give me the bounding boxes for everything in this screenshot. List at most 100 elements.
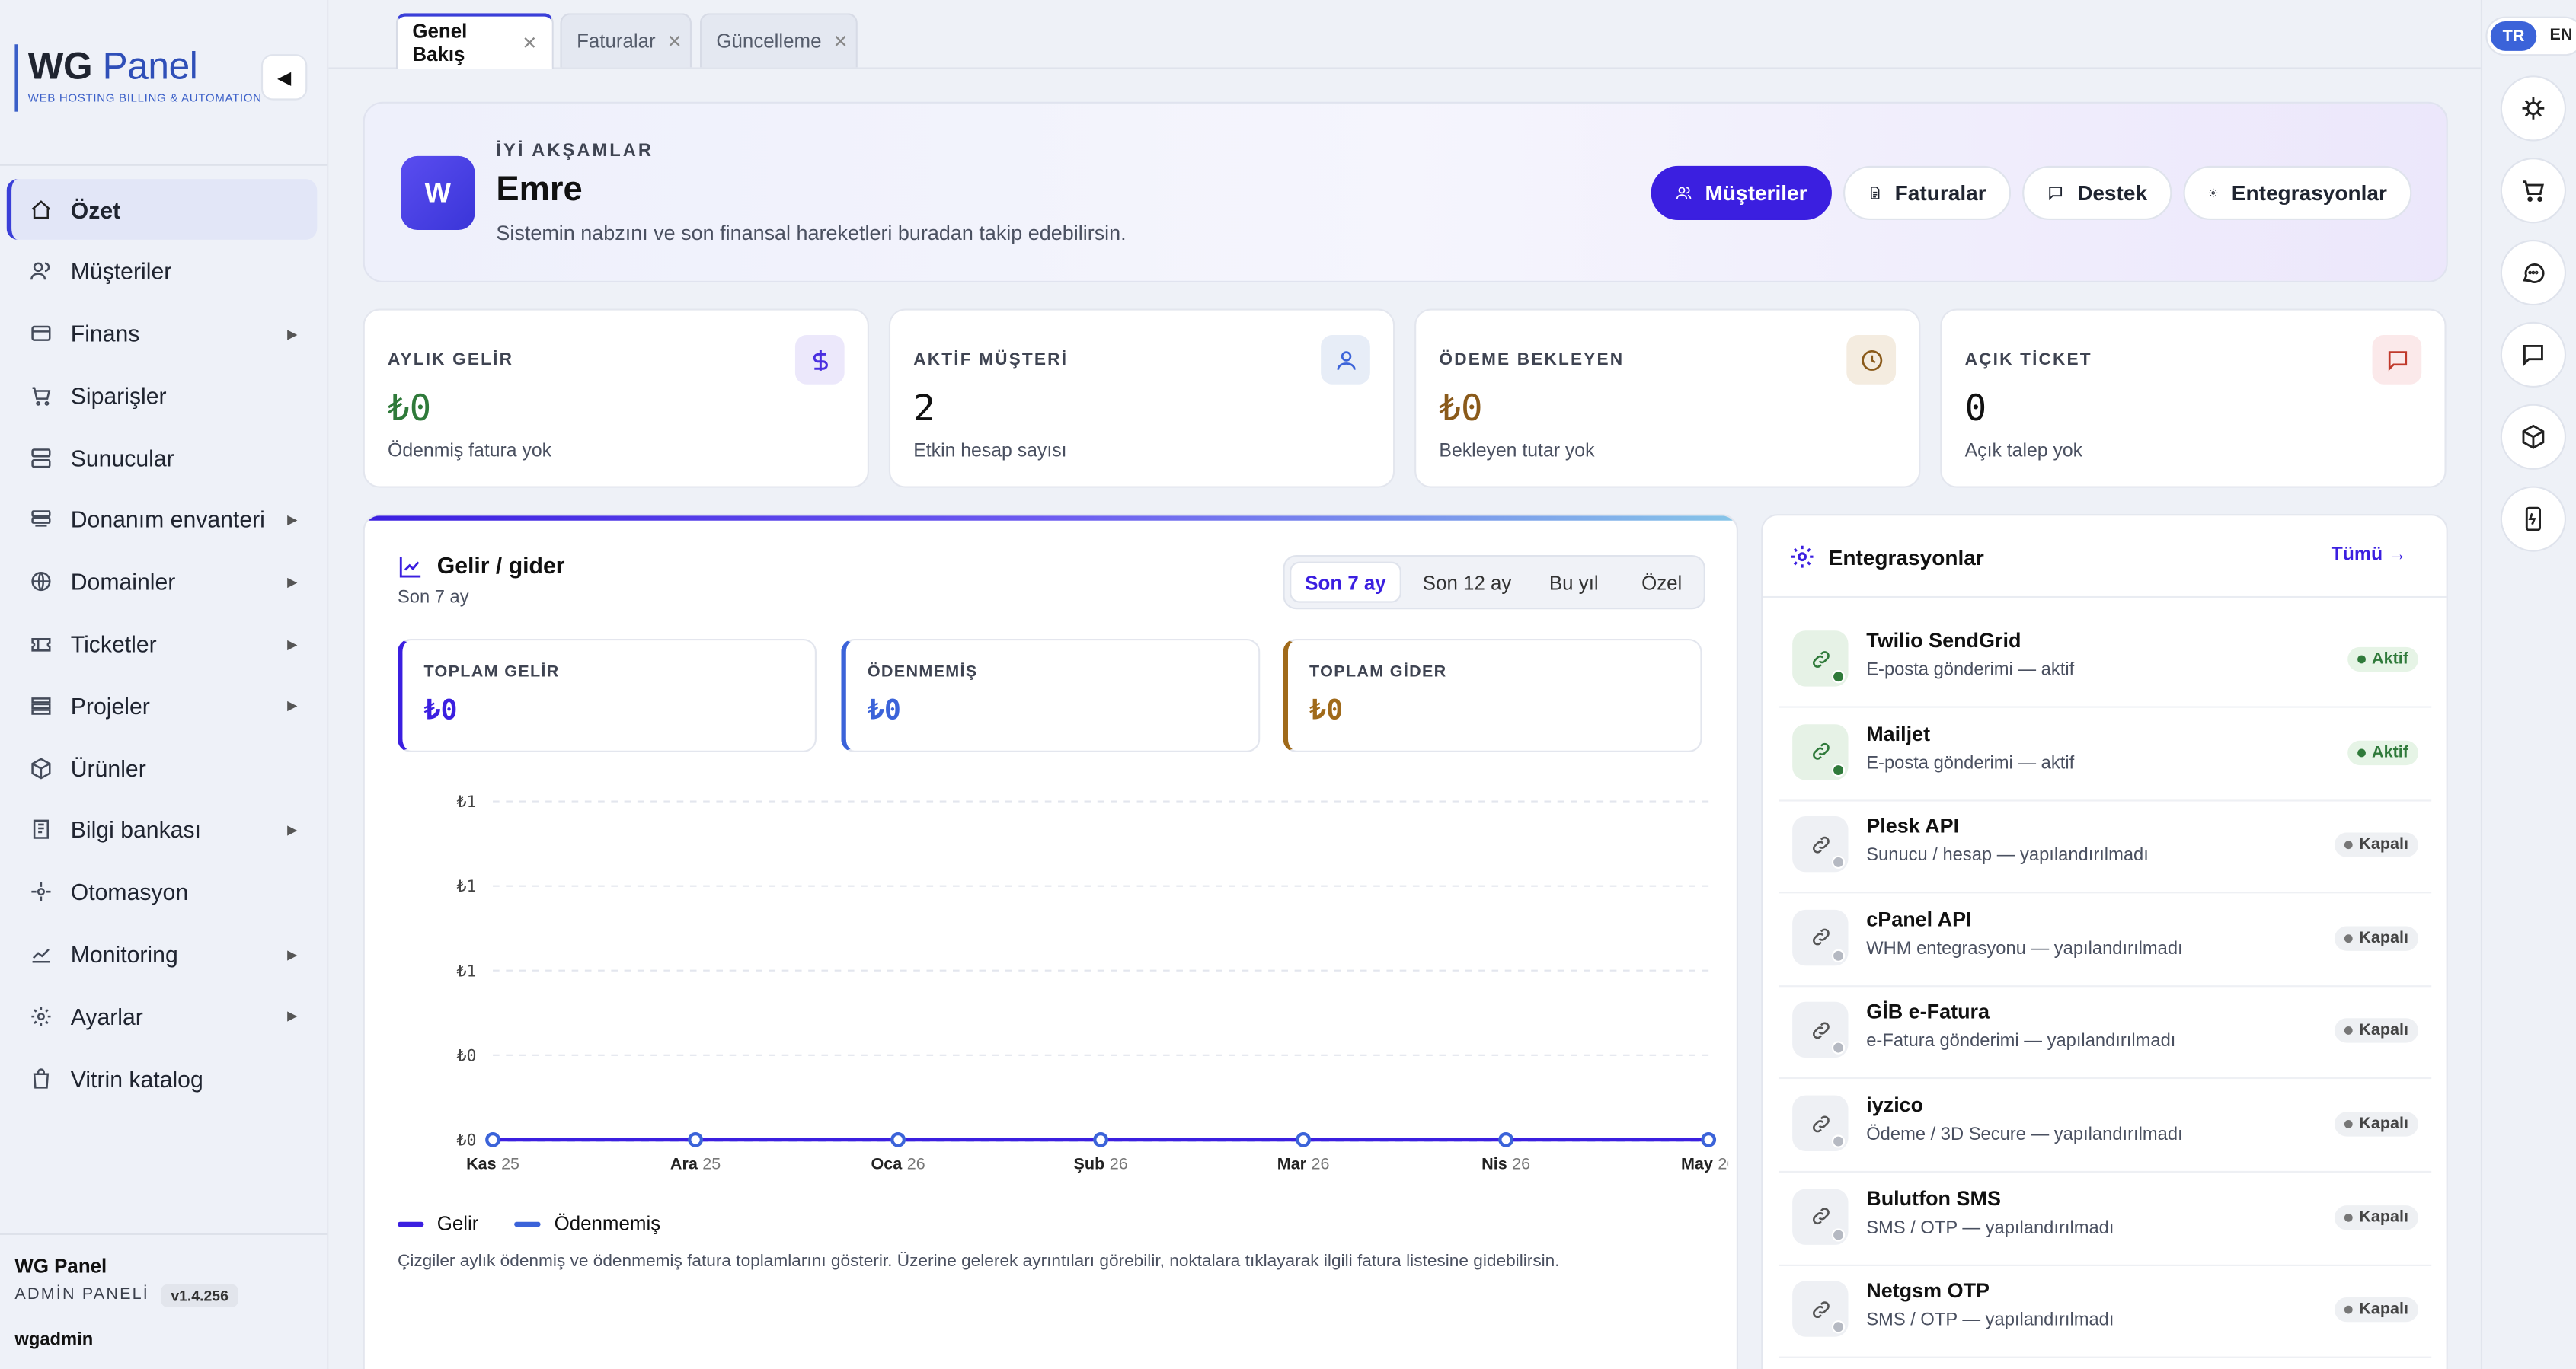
virus-scan-button[interactable]	[2500, 75, 2567, 142]
invoices-button[interactable]: Faturalar	[1843, 165, 2012, 221]
status-dot	[1831, 763, 1846, 777]
sidebar-item-2[interactable]: Müşteriler	[7, 241, 318, 302]
tab-genel-bakis[interactable]: Genel Bakış ✕	[395, 13, 554, 69]
messages-button[interactable]	[2500, 321, 2567, 388]
integration-description: e-Fatura gönderimi — yapılandırılmadı	[1866, 1032, 2176, 1052]
data-point[interactable]	[890, 1131, 906, 1147]
y-tick-label: ₺1	[457, 962, 477, 981]
stat-open-tickets[interactable]: AÇIK TİCKET 0 Açık talep yok	[1940, 308, 2447, 488]
sidebar-item-10[interactable]: Ürünler	[7, 738, 318, 799]
sidebar-item-7[interactable]: Domainler ▶	[7, 551, 318, 612]
data-point[interactable]	[688, 1131, 704, 1147]
stat-active-customers[interactable]: AKTİF MÜŞTERİ 2 Etkin hesap sayısı	[888, 308, 1395, 488]
close-icon[interactable]: ✕	[522, 34, 538, 54]
x-tick-month: Oca	[871, 1154, 903, 1173]
x-tick-label: Ara 25	[670, 1154, 721, 1173]
logo-light: Panel	[102, 44, 198, 88]
language-switch[interactable]: TR EN	[2485, 16, 2576, 56]
collapse-sidebar-button[interactable]: ◀	[260, 54, 308, 101]
integration-name: Plesk API	[1866, 815, 1960, 838]
hero-subtitle: Sistemin nabzını ve son finansal hareket…	[496, 222, 1127, 245]
range-this-year[interactable]: Bu yıl	[1548, 570, 1599, 594]
sidebar-item-9[interactable]: Projeler ▶	[7, 675, 318, 736]
x-tick-year: 25	[702, 1154, 721, 1173]
integration-row[interactable]: Mailjet E-posta gönderimi — aktif Aktif	[1779, 707, 2432, 801]
badge-dot	[2344, 841, 2353, 850]
status-badge: Kapalı	[2334, 1112, 2418, 1137]
range-last-12-months[interactable]: Son 12 ay	[1422, 570, 1512, 594]
integration-row[interactable]: GİB e-Fatura e-Fatura gönderimi — yapılan…	[1779, 986, 2432, 1080]
tab-faturalar[interactable]: Faturalar ✕	[560, 13, 692, 68]
sidebar-item-11[interactable]: Bilgi bankası ▶	[7, 799, 318, 860]
dollar-icon	[794, 335, 845, 385]
virus-icon	[2522, 97, 2545, 120]
expand-arrow-icon: ▶	[287, 822, 298, 838]
total-expense-card[interactable]: TOPLAM GİDER ₺0	[1283, 639, 1702, 752]
sidebar-item-13[interactable]: Monitoring ▶	[7, 924, 318, 984]
products-button[interactable]	[2500, 404, 2567, 470]
data-point[interactable]	[1093, 1131, 1109, 1147]
data-point[interactable]	[1701, 1131, 1717, 1147]
sidebar-item-5[interactable]: Sunucular	[7, 427, 318, 488]
x-tick-label: Kas 25	[466, 1154, 519, 1173]
integration-row[interactable]: iyzico Ödeme / 3D Secure — yapılandırılma…	[1779, 1079, 2432, 1173]
sidebar-item-label: Ticketler	[70, 630, 157, 657]
stat-pending-payment[interactable]: ÖDEME BEKLEYEN ₺0 Bekleyen tutar yok	[1414, 308, 1921, 488]
integration-row[interactable]: Twilio SendGrid E-posta gönderimi — aktif…	[1779, 614, 2432, 708]
lang-en[interactable]: EN	[2549, 26, 2573, 45]
integrations-button[interactable]: Entegrasyonlar	[2183, 165, 2412, 221]
data-point[interactable]	[1296, 1131, 1312, 1147]
total-revenue-card[interactable]: TOPLAM GELİR ₺0	[397, 639, 817, 752]
sidebar-item-14[interactable]: Ayarlar ▶	[7, 986, 318, 1047]
sidebar-item-label: Ürünler	[70, 755, 146, 781]
book-icon	[33, 820, 49, 840]
view-all-link[interactable]: Tümü →	[2331, 545, 2407, 565]
customers-button[interactable]: Müşteriler	[1651, 165, 1832, 221]
badge-dot	[2344, 1119, 2353, 1128]
support-button[interactable]: Destek	[2022, 165, 2172, 221]
integration-row[interactable]: Bulutfon SMS SMS / OTP — yapılandırılmadı…	[1779, 1172, 2432, 1266]
cube-icon	[2522, 424, 2545, 449]
y-tick-label: ₺0	[457, 1046, 477, 1065]
stat-subtitle: Etkin hesap sayısı	[913, 442, 1067, 462]
x-tick-year: 26	[1312, 1154, 1330, 1173]
x-tick-month: Ara	[670, 1154, 698, 1173]
tab-guncelleme[interactable]: Güncelleme ✕	[699, 13, 858, 68]
integration-name: Bulutfon SMS	[1866, 1186, 2001, 1210]
sidebar-item-8[interactable]: Ticketler ▶	[7, 614, 318, 675]
stat-monthly-revenue[interactable]: AYLIK GELİR ₺0 Ödenmiş fatura yok	[363, 308, 869, 488]
sidebar-item-4[interactable]: Siparişler	[7, 365, 318, 426]
message-icon	[2372, 335, 2422, 385]
data-point[interactable]	[485, 1131, 500, 1147]
close-icon[interactable]: ✕	[833, 32, 849, 52]
range-last-7-months[interactable]: Son 7 ay	[1290, 561, 1401, 603]
logo[interactable]: WG Panel WEB HOSTING BILLING & AUTOMATIO…	[14, 44, 261, 112]
sidebar-item-label: Bilgi bankası	[70, 816, 201, 844]
card-label: TOPLAM GELİR	[423, 663, 560, 682]
legend-swatch-odenmemis	[514, 1221, 542, 1227]
sidebar-item-1[interactable]: Özet	[6, 179, 318, 240]
range-custom[interactable]: Özel	[1641, 570, 1683, 594]
mobile-button[interactable]	[2500, 486, 2567, 552]
status-dot	[1831, 1227, 1846, 1241]
integration-row[interactable]: Netgsm OTP SMS / OTP — yapılandırılmadı Ka…	[1779, 1265, 2432, 1359]
sidebar-item-15[interactable]: Vitrin katalog	[7, 1048, 318, 1109]
sidebar-item-3[interactable]: Finans ▶	[7, 303, 318, 364]
chat-button[interactable]	[2500, 239, 2567, 306]
orders-button[interactable]	[2500, 158, 2567, 224]
sidebar-item-6[interactable]: Donanım envanteri ▶	[7, 490, 318, 550]
data-point[interactable]	[1498, 1131, 1514, 1147]
integration-row[interactable]: cPanel API WHM entegrasyonu — yapılandırı…	[1779, 893, 2432, 987]
integration-row[interactable]: Plesk API Sunucu / hesap — yapılandırılma…	[1779, 800, 2432, 894]
current-user[interactable]: wgadmin	[14, 1330, 94, 1350]
stat-label: ÖDEME BEKLEYEN	[1439, 349, 1625, 370]
lang-tr[interactable]: TR	[2490, 21, 2537, 51]
sidebar-item-12[interactable]: Otomasyon	[7, 862, 318, 923]
unpaid-card[interactable]: ÖDENMEMİŞ ₺0	[841, 639, 1261, 752]
expand-arrow-icon: ▶	[287, 698, 298, 713]
badge-dot	[2344, 1306, 2353, 1314]
close-icon[interactable]: ✕	[666, 32, 682, 52]
integrations-panel: Entegrasyonlar Tümü → Twilio SendGrid E-p…	[1761, 514, 2448, 1369]
x-tick-month: May	[1681, 1154, 1713, 1173]
x-tick-year: 26	[1110, 1154, 1128, 1173]
